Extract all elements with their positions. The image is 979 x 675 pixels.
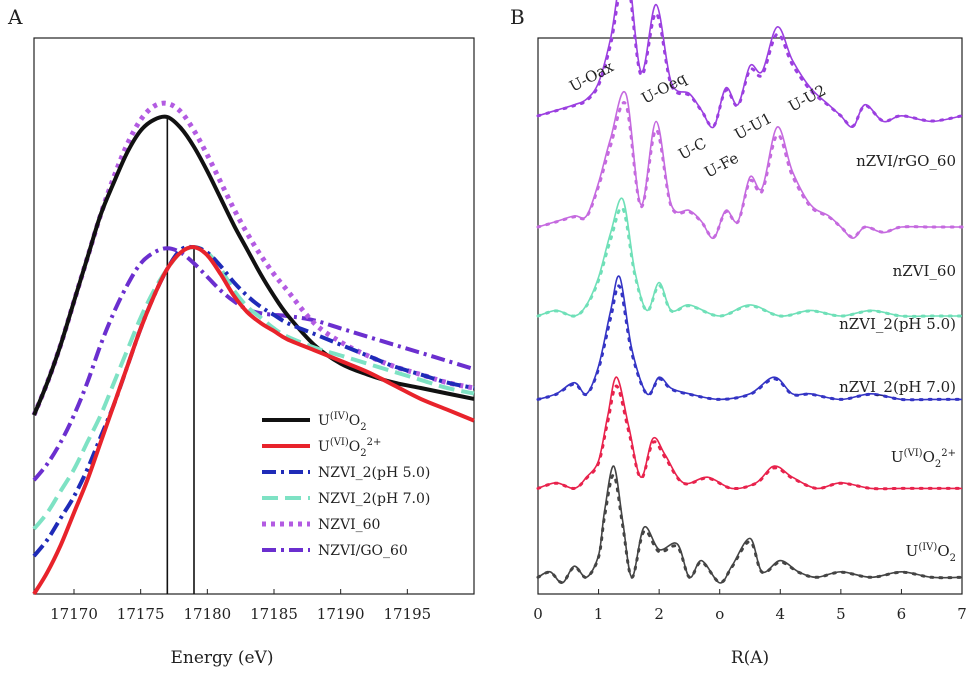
a-x-tick-label: 17170	[50, 605, 98, 623]
b-sample-label-blue_b: nZVI_2(pH 7.0)	[839, 378, 956, 396]
a-legend-label-nzvi60: NZVI_60	[318, 517, 380, 533]
b-x-tick-label: 4	[776, 605, 786, 623]
b-sample-labels: nZVI/rGO_60 nZVI_60 nZVI_2(pH 5.0) nZVI_2(p…	[839, 152, 956, 564]
b-peak-label: U-Oeq	[638, 69, 689, 108]
a-legend-label-UVIO2: U(VI)O22+	[318, 437, 381, 459]
a-reference-lines	[166, 117, 195, 594]
b-data-dots-nzvi60_b	[536, 101, 964, 239]
b-fit-line-mint_b	[537, 197, 962, 318]
a-series-line-nzvi60	[31, 100, 475, 417]
b-x-tick-label: 7	[957, 605, 967, 623]
b-peak-label: U-Fe	[701, 149, 741, 182]
a-legend: U(IV)O2 U(VI)O22+ NZVI_2(pH 5.0) NZVI_2(pH …	[262, 411, 430, 559]
a-x-tick-label: 17175	[117, 605, 165, 623]
a-x-axis-label: Energy (eV)	[170, 648, 273, 668]
b-x-axis-label: R(A)	[731, 648, 769, 668]
b-sample-label-nzvi60_b: nZVI_60	[893, 262, 956, 280]
a-series-group	[31, 100, 475, 596]
b-sample-label-mint_b: nZVI_2(pH 5.0)	[839, 315, 956, 333]
panel-a: A 17170 17175 17180 17185 17190 17195 Energy …	[7, 5, 475, 668]
panel-a-frame	[33, 37, 475, 595]
b-series-group	[536, 0, 964, 584]
a-series-line-UIVO2	[32, 114, 475, 416]
b-data-dots-red_b	[536, 384, 964, 491]
panel-b: B 0 1 2 o 4 5 6 7 R(A) nZVI/rGO_60 nZVI_60 nZVI_2…	[510, 0, 967, 668]
a-series-line-UVIO2	[32, 245, 475, 596]
panel-a-letter: A	[7, 5, 23, 29]
a-series-line-nzvigo60	[32, 246, 475, 482]
b-x-tick-label: 0	[533, 605, 543, 623]
a-series-line-nzvi2_ph5	[32, 244, 475, 558]
b-peak-label: U-Oax	[566, 57, 617, 95]
b-sample-label-grey_b: U(IV)O2	[906, 542, 956, 564]
a-x-tick-label: 17185	[250, 605, 298, 623]
a-legend-label-nzvigo60: NZVI/GO_60	[318, 543, 408, 559]
b-sample-label-violet: nZVI/rGO_60	[856, 152, 956, 170]
b-x-tick-label: o	[715, 605, 724, 623]
b-x-tick-label: 1	[594, 605, 604, 623]
a-x-tick-label: 17180	[183, 605, 231, 623]
a-x-ticks: 17170 17175 17180 17185 17190 17195	[50, 589, 431, 623]
b-peak-label: U-U1	[731, 109, 774, 144]
b-fit-line-grey_b	[537, 465, 963, 584]
b-data-dots-grey_b	[536, 473, 964, 584]
a-legend-label-nzvi2_ph5: NZVI_2(pH 5.0)	[318, 465, 430, 481]
b-fit-line-blue_b	[537, 275, 962, 401]
panel-b-letter: B	[510, 5, 525, 29]
b-x-tick-label: 2	[654, 605, 664, 623]
b-sample-label-red_b: U(VI)O22+	[891, 448, 956, 470]
b-x-ticks: 0 1 2 o 4 5 6 7	[533, 589, 967, 623]
b-x-tick-label: 6	[897, 605, 907, 623]
a-legend-label-UIVO2: U(IV)O2	[318, 411, 367, 433]
b-data-dots-mint_b	[536, 206, 964, 318]
b-fit-line-violet	[537, 0, 963, 129]
a-x-tick-label: 17190	[317, 605, 365, 623]
a-x-tick-label: 17195	[383, 605, 431, 623]
b-data-dots-violet	[536, 0, 964, 129]
a-legend-label-nzvi2_ph7: NZVI_2(pH 7.0)	[318, 491, 430, 507]
b-peak-label: U-C	[675, 134, 709, 163]
a-series-line-nzvi2_ph7	[32, 245, 475, 531]
b-x-tick-label: 5	[836, 605, 846, 623]
